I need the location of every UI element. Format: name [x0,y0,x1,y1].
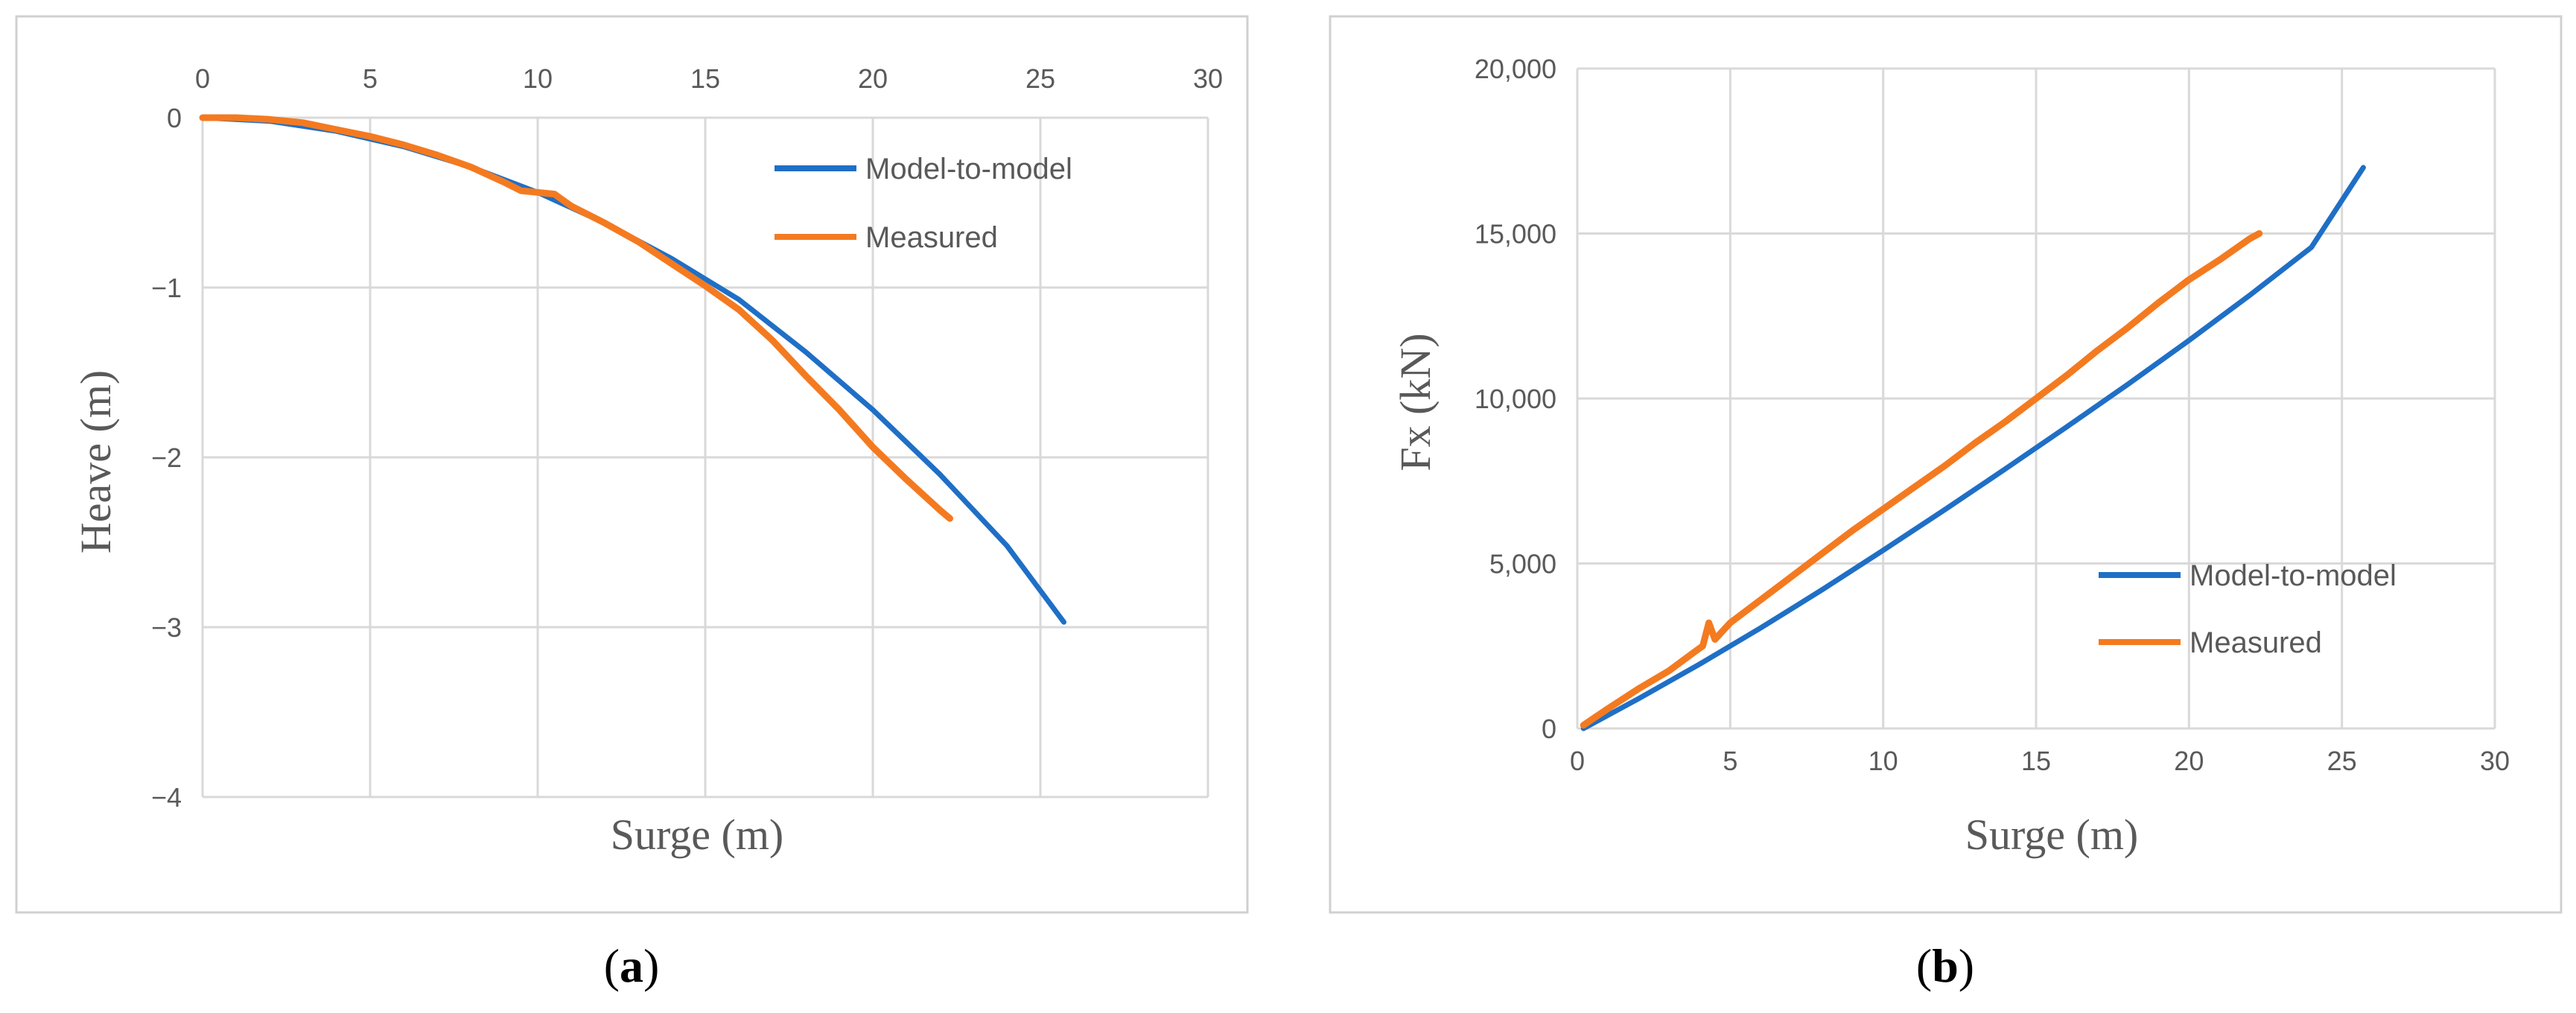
y-tick-label: −2 [151,442,182,473]
y-tick-label: 5,000 [1489,549,1556,579]
y-tick-label: 0 [1542,714,1556,744]
chart-b-x-ticks: 0 5 10 15 20 25 30 [1570,746,2510,776]
chart-b-legend: Model-to-model Measured [2099,559,2397,659]
y-tick-label: 15,000 [1475,219,1556,250]
chart-a-series [199,114,1066,625]
legend-label-measured: Measured [2189,626,2322,659]
chart-a-x-axis-label: Surge (m) [611,810,784,859]
x-tick-label: 15 [2021,746,2051,776]
y-tick-label: 20,000 [1475,54,1556,84]
x-tick-label: 30 [1193,63,1223,94]
chart-a-x-ticks: 0 5 10 15 20 25 30 [195,63,1223,94]
chart-b-y-axis-label: Fx (kN) [1391,333,1440,471]
chart-a-legend: Model-to-model Measured [775,153,1072,254]
chart-panel-b: 0 5 10 15 20 25 30 0 5,000 10,000 15,000 20,000 Mo… [1329,15,2563,914]
x-tick-label: 25 [2327,746,2357,776]
x-tick-label: 0 [195,63,210,94]
y-tick-label: 0 [167,103,182,133]
x-tick-label: 30 [2480,746,2510,776]
y-tick-label: −4 [151,782,182,813]
x-tick-label: 15 [690,63,720,94]
legend-label-measured: Measured [865,221,998,254]
panel-label-a: (a) [604,939,660,992]
y-tick-label: −1 [151,273,182,303]
series-line-measured [1580,230,2263,729]
chart-panel-a: 0 5 10 15 20 25 30 0 −1 −2 −3 −4 Model-to-model Me… [15,15,1249,914]
legend-label-model-to-model: Model-to-model [2189,559,2397,592]
x-tick-label: 10 [523,63,553,94]
chart-a-frame [15,15,1249,914]
chart-b-series [1580,165,2366,731]
x-tick-label: 10 [1869,746,1898,776]
x-tick-label: 20 [2174,746,2204,776]
chart-a-y-axis-label: Heave (m) [71,370,120,553]
x-tick-label: 5 [363,63,378,94]
series-line-measured [199,114,953,522]
chart-b-gridlines [1576,67,2496,730]
chart-a-y-ticks: 0 −1 −2 −3 −4 [151,103,182,813]
y-tick-label: 10,000 [1475,384,1556,414]
series-line-model-to-model [1580,165,2366,731]
x-tick-label: 20 [858,63,888,94]
x-tick-label: 5 [1723,746,1737,776]
y-tick-label: −3 [151,612,182,643]
chart-b-x-axis-label: Surge (m) [1965,810,2139,859]
panel-label-b: (b) [1916,939,1974,992]
legend-label-model-to-model: Model-to-model [865,153,1072,185]
x-tick-label: 0 [1570,746,1585,776]
chart-b-y-ticks: 0 5,000 10,000 15,000 20,000 [1475,54,1556,744]
x-tick-label: 25 [1025,63,1055,94]
